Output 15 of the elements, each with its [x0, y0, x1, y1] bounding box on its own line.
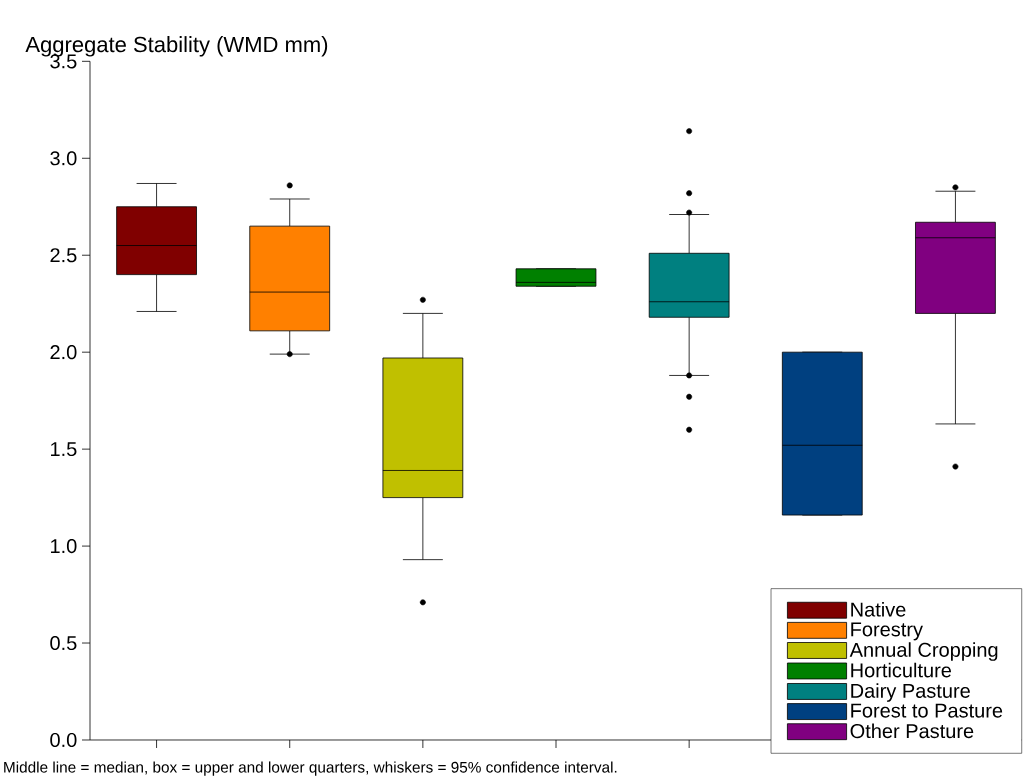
- legend-label: Annual Cropping: [849, 642, 998, 661]
- y-tick-label: 1.0: [51, 539, 77, 554]
- legend-label: Forest to Pasture: [851, 703, 1003, 718]
- legend-label: Other Pasture: [850, 723, 974, 739]
- legend-label: Horticulture: [851, 662, 952, 678]
- y-tick-label: 2.5: [50, 248, 77, 263]
- y-tick-label: 2.0: [50, 345, 77, 360]
- y-tick-label: 0.0: [50, 732, 77, 748]
- text: Middle line = median, box = upper and lower quarters, whiskers = 95% confidence interval.: [4, 761, 617, 776]
- y-tick-label: 3.0: [50, 151, 77, 166]
- y-tick-label: 1.5: [51, 442, 77, 457]
- legend-label: Dairy Pasture: [851, 683, 970, 702]
- y-tick-label: 0.5: [50, 635, 77, 651]
- legend-label: Forestry: [851, 622, 923, 641]
- legend-label: Native: [851, 601, 906, 617]
